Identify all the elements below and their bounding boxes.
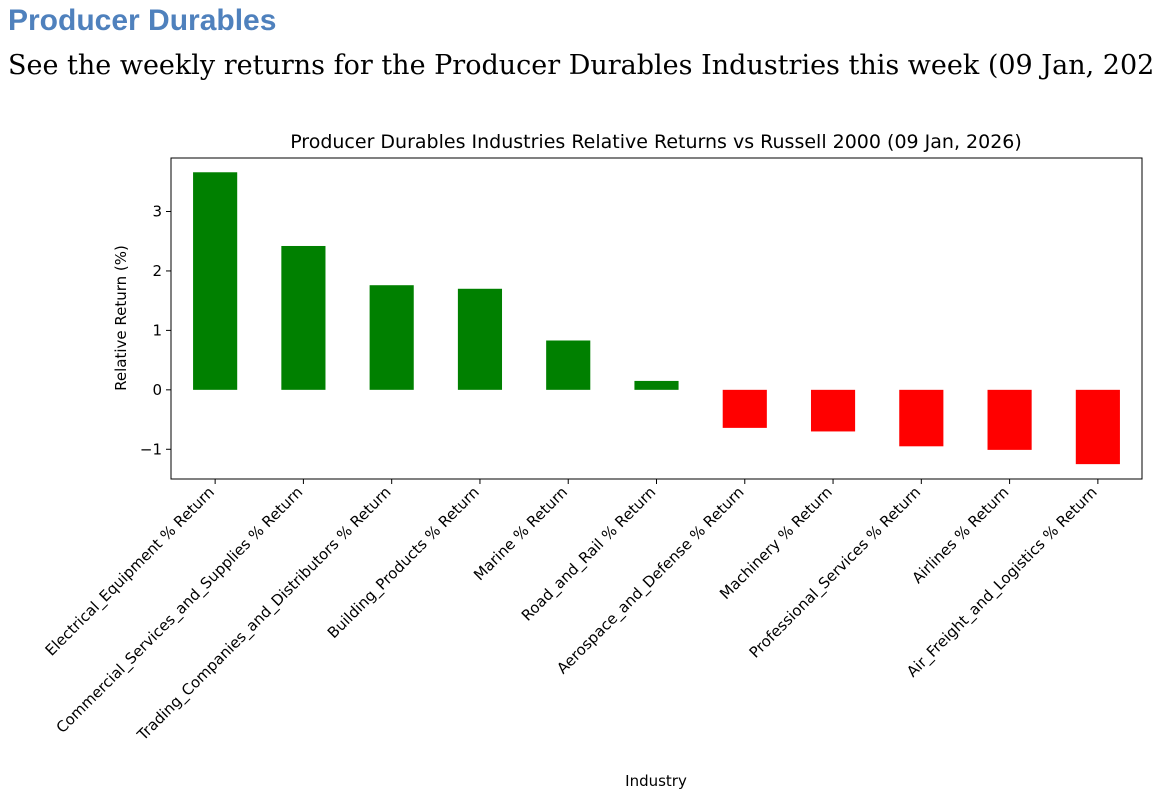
x-tick-label: Airlines % Return: [908, 483, 1012, 587]
x-tick-label: Professional_Services % Return: [746, 483, 925, 662]
bars-layer: [193, 172, 1120, 465]
bar: [987, 389, 1032, 450]
bar: [899, 389, 944, 447]
bar: [457, 288, 503, 390]
y-axis-label: Relative Return (%): [112, 245, 130, 391]
x-axis-ticks: Electrical_Equipment % ReturnCommercial_…: [42, 479, 1101, 745]
intro-text: See the weekly returns for the Producer …: [8, 50, 1155, 81]
x-tick-label: Aerospace_and_Defense % Return: [553, 483, 748, 678]
section-heading: Producer Durables: [8, 4, 277, 37]
chart-title: Producer Durables Industries Relative Re…: [290, 131, 1022, 153]
bar: [722, 389, 767, 428]
x-tick-label: Building_Products % Return: [324, 483, 484, 643]
plot-frame: [170, 157, 1143, 480]
y-tick-label: 1: [152, 321, 162, 339]
x-tick-label: Marine % Return: [470, 483, 571, 584]
bar: [810, 389, 856, 432]
x-axis-label: Industry: [625, 772, 687, 790]
bar: [281, 245, 326, 390]
y-tick-label: 3: [152, 203, 162, 221]
y-axis-ticks: −1 0 1 2 3: [140, 203, 171, 458]
y-tick-label: 0: [152, 381, 162, 399]
bar: [193, 172, 238, 390]
bar: [546, 340, 591, 390]
x-tick-label: Air_Freight_and_Logistics % Return: [903, 483, 1101, 681]
bar: [1075, 389, 1120, 465]
bar: [369, 285, 414, 390]
bar: [634, 380, 679, 390]
x-tick-label: Electrical_Equipment % Return: [42, 483, 219, 660]
y-tick-label: 2: [152, 262, 162, 280]
y-tick-label: −1: [140, 440, 162, 458]
